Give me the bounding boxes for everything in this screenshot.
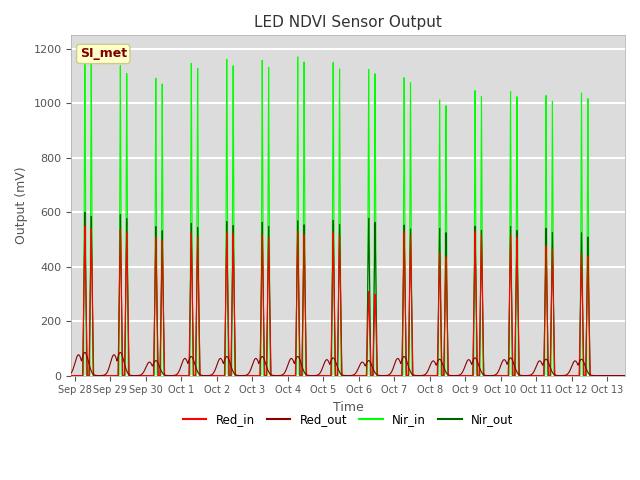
Text: SI_met: SI_met [80, 48, 127, 60]
Red_in [552, 372, 559, 378]
Nir_in [81, 47, 89, 52]
Nir_out [552, 372, 559, 378]
Nir_out [617, 372, 625, 378]
Legend: Red_in, Red_out, Nir_in, Nir_out: Red_in, Red_out, Nir_in, Nir_out [178, 408, 518, 431]
Nir_in [318, 372, 326, 378]
Nir_out [81, 209, 89, 215]
Red_in [567, 372, 575, 378]
Red_out [423, 370, 431, 375]
Nir_in [552, 372, 559, 378]
Red_in [81, 223, 89, 229]
Nir_in [423, 372, 431, 378]
Red_out [68, 370, 76, 376]
Red_out [623, 372, 631, 378]
Nir_out [623, 372, 631, 378]
Red_out [567, 366, 575, 372]
Red_in [623, 372, 631, 378]
Y-axis label: Output (mV): Output (mV) [15, 167, 28, 244]
Red_out [625, 372, 632, 378]
Red_out [318, 367, 326, 372]
Nir_in [625, 372, 632, 378]
X-axis label: Time: Time [333, 401, 364, 414]
Line: Red_out: Red_out [72, 352, 628, 375]
Nir_in [567, 372, 575, 378]
Line: Red_in: Red_in [72, 226, 628, 375]
Red_in [318, 372, 326, 378]
Red_in [68, 372, 76, 378]
Nir_out [625, 372, 632, 378]
Red_out [552, 372, 559, 378]
Title: LED NDVI Sensor Output: LED NDVI Sensor Output [254, 15, 442, 30]
Red_out [81, 349, 89, 355]
Nir_out [567, 372, 575, 378]
Nir_out [318, 372, 326, 378]
Red_in [625, 372, 632, 378]
Line: Nir_out: Nir_out [72, 212, 628, 375]
Nir_out [68, 372, 76, 378]
Red_in [423, 372, 431, 378]
Nir_in [623, 372, 631, 378]
Nir_out [423, 372, 431, 378]
Red_out [617, 372, 625, 378]
Nir_in [617, 372, 625, 378]
Line: Nir_in: Nir_in [72, 49, 628, 375]
Nir_in [68, 372, 76, 378]
Red_in [617, 372, 625, 378]
